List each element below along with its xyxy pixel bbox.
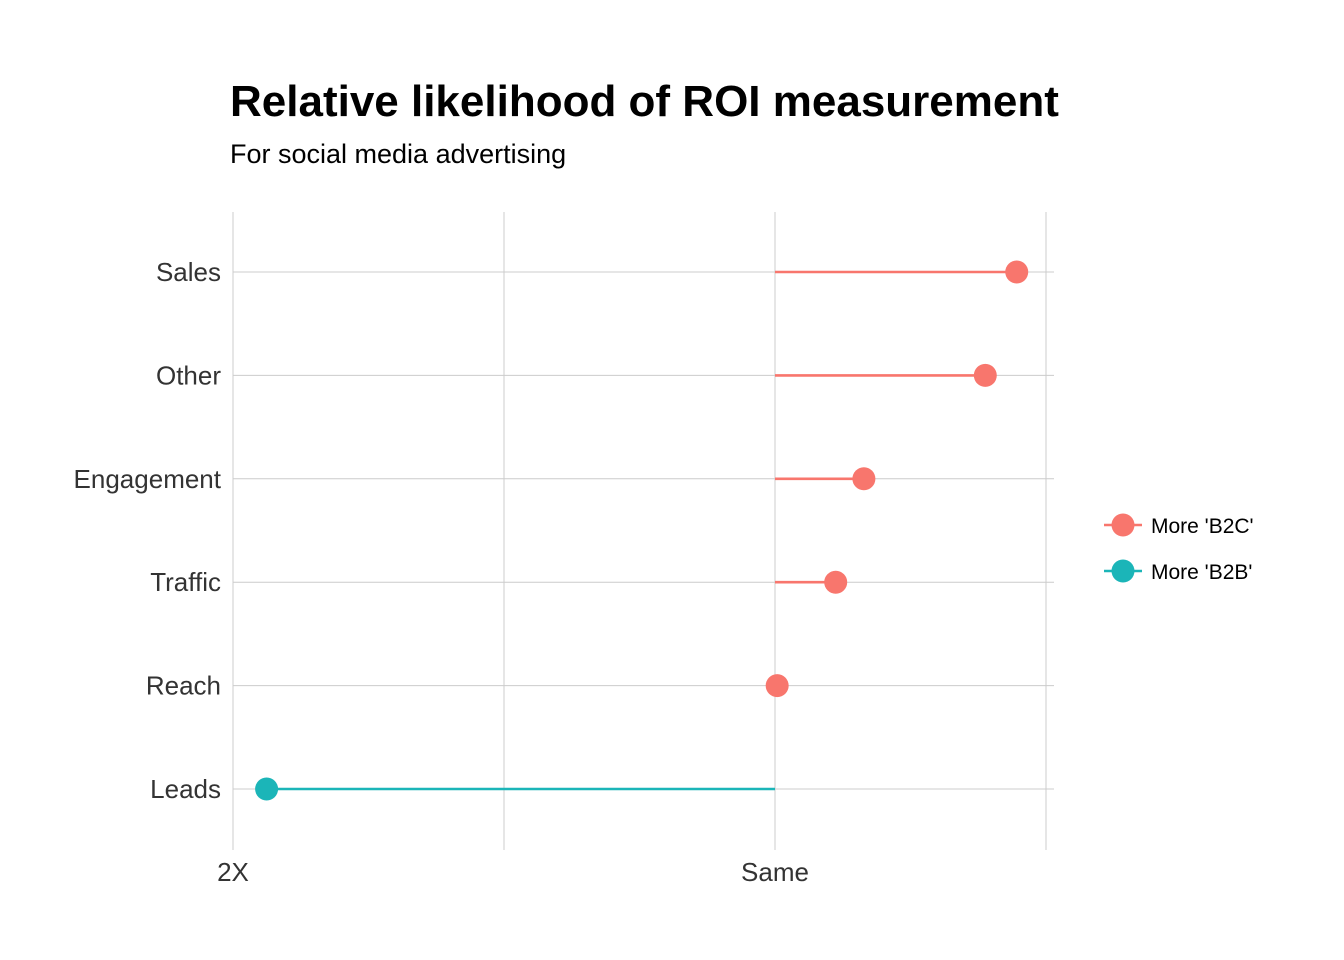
legend-label-more-b2b: More 'B2B': [1151, 561, 1252, 584]
chart-subtitle: For social media advertising: [230, 139, 566, 169]
y-tick-label: Sales: [156, 257, 221, 287]
point-traffic: [824, 570, 848, 594]
point-reach: [765, 674, 789, 698]
chart-title: Relative likelihood of ROI measurement: [230, 77, 1059, 126]
x-axis-ticks: 2X Same: [217, 857, 809, 887]
y-axis-ticks: Sales Other Engagement Traffic Reach Leads: [74, 257, 222, 804]
point-other: [973, 363, 997, 387]
legend-key-point-more-b2c: [1111, 513, 1135, 537]
point-leads: [255, 777, 279, 801]
point-sales: [1005, 260, 1029, 284]
y-tick-label: Reach: [146, 671, 221, 701]
legend-label-more-b2c: More 'B2C': [1151, 515, 1254, 538]
y-tick-label: Engagement: [74, 464, 222, 494]
mark-layer: [255, 260, 1029, 801]
y-tick-label: Traffic: [150, 567, 221, 597]
x-tick-label: 2X: [217, 857, 249, 887]
x-tick-label: Same: [741, 857, 809, 887]
point-engagement: [852, 467, 876, 491]
legend-key-point-more-b2b: [1111, 559, 1135, 583]
grid-layer: [232, 212, 1054, 850]
y-tick-label: Leads: [150, 774, 221, 804]
y-tick-label: Other: [156, 360, 221, 390]
legend: More 'B2C' More 'B2B': [1104, 513, 1254, 584]
